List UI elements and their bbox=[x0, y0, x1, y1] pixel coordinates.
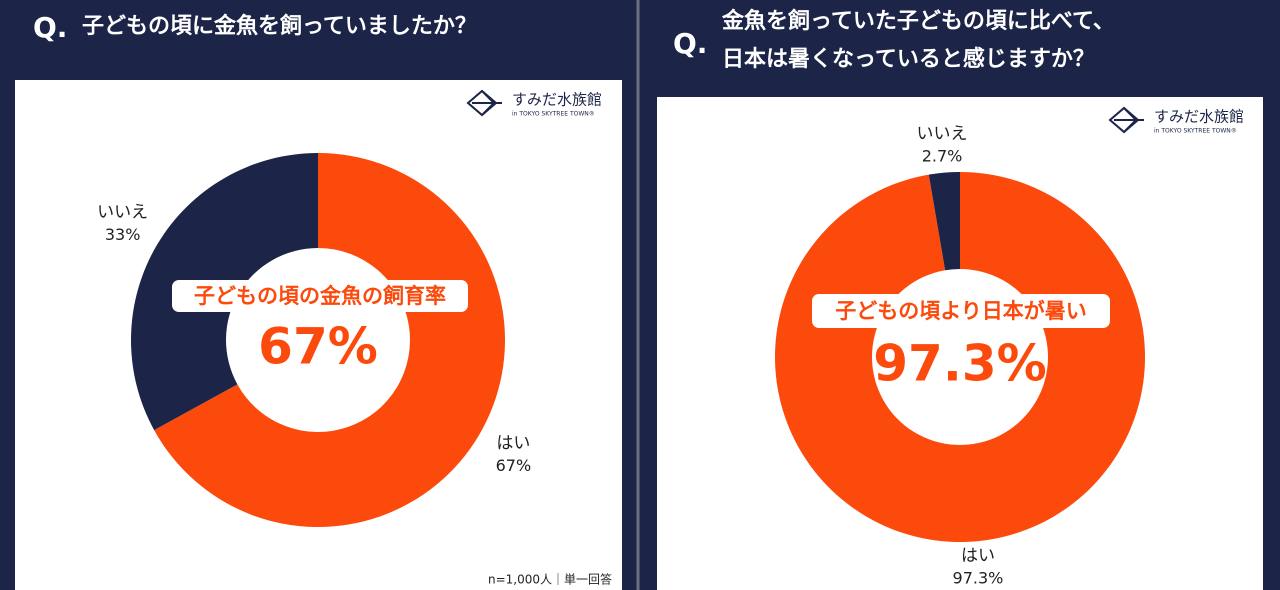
slice-category: いいえ bbox=[917, 124, 968, 144]
title: 子どもの頃に金魚を飼っていましたか？ bbox=[82, 13, 477, 39]
badge bbox=[812, 294, 1110, 328]
badge-text: 子どもの頃の金魚の飼育率 bbox=[194, 284, 446, 308]
slice-value-label: 67% bbox=[496, 456, 532, 475]
slice-value-label: 33% bbox=[105, 225, 141, 244]
donut-slice bbox=[928, 172, 960, 271]
title: 金魚を飼っていた子どもの頃に比べて、 bbox=[721, 8, 1115, 34]
slice-value-label: 2.7% bbox=[922, 146, 963, 165]
title: 日本は暑くなっていると感じますか？ bbox=[722, 46, 1095, 72]
note: n=1,000人｜単一回答 bbox=[488, 572, 612, 587]
logo-sub: in TOKYO SKYTREE TOWN® bbox=[1154, 128, 1237, 135]
question-mark: Q. bbox=[673, 27, 707, 60]
center-value: 67% bbox=[258, 318, 378, 376]
logo-name: すみだ水族館 bbox=[512, 91, 602, 109]
donut-slice bbox=[774, 172, 1145, 542]
question-mark: Q. bbox=[33, 11, 67, 44]
logo-icon bbox=[466, 89, 502, 117]
slice-category: はい bbox=[961, 546, 995, 566]
slice-category: はい bbox=[496, 434, 530, 454]
center-value: 97.3% bbox=[873, 335, 1046, 393]
donut-slice bbox=[154, 153, 505, 527]
badge bbox=[172, 280, 468, 312]
logo-sub: in TOKYO SKYTREE TOWN® bbox=[512, 111, 595, 118]
logo-icon bbox=[1108, 106, 1144, 134]
slice-value-label: 97.3% bbox=[953, 569, 1004, 588]
logo-name: すみだ水族館 bbox=[1154, 108, 1244, 126]
slice-category: いいえ bbox=[97, 202, 148, 222]
badge-text: 子どもの頃より日本が暑い bbox=[835, 299, 1087, 323]
